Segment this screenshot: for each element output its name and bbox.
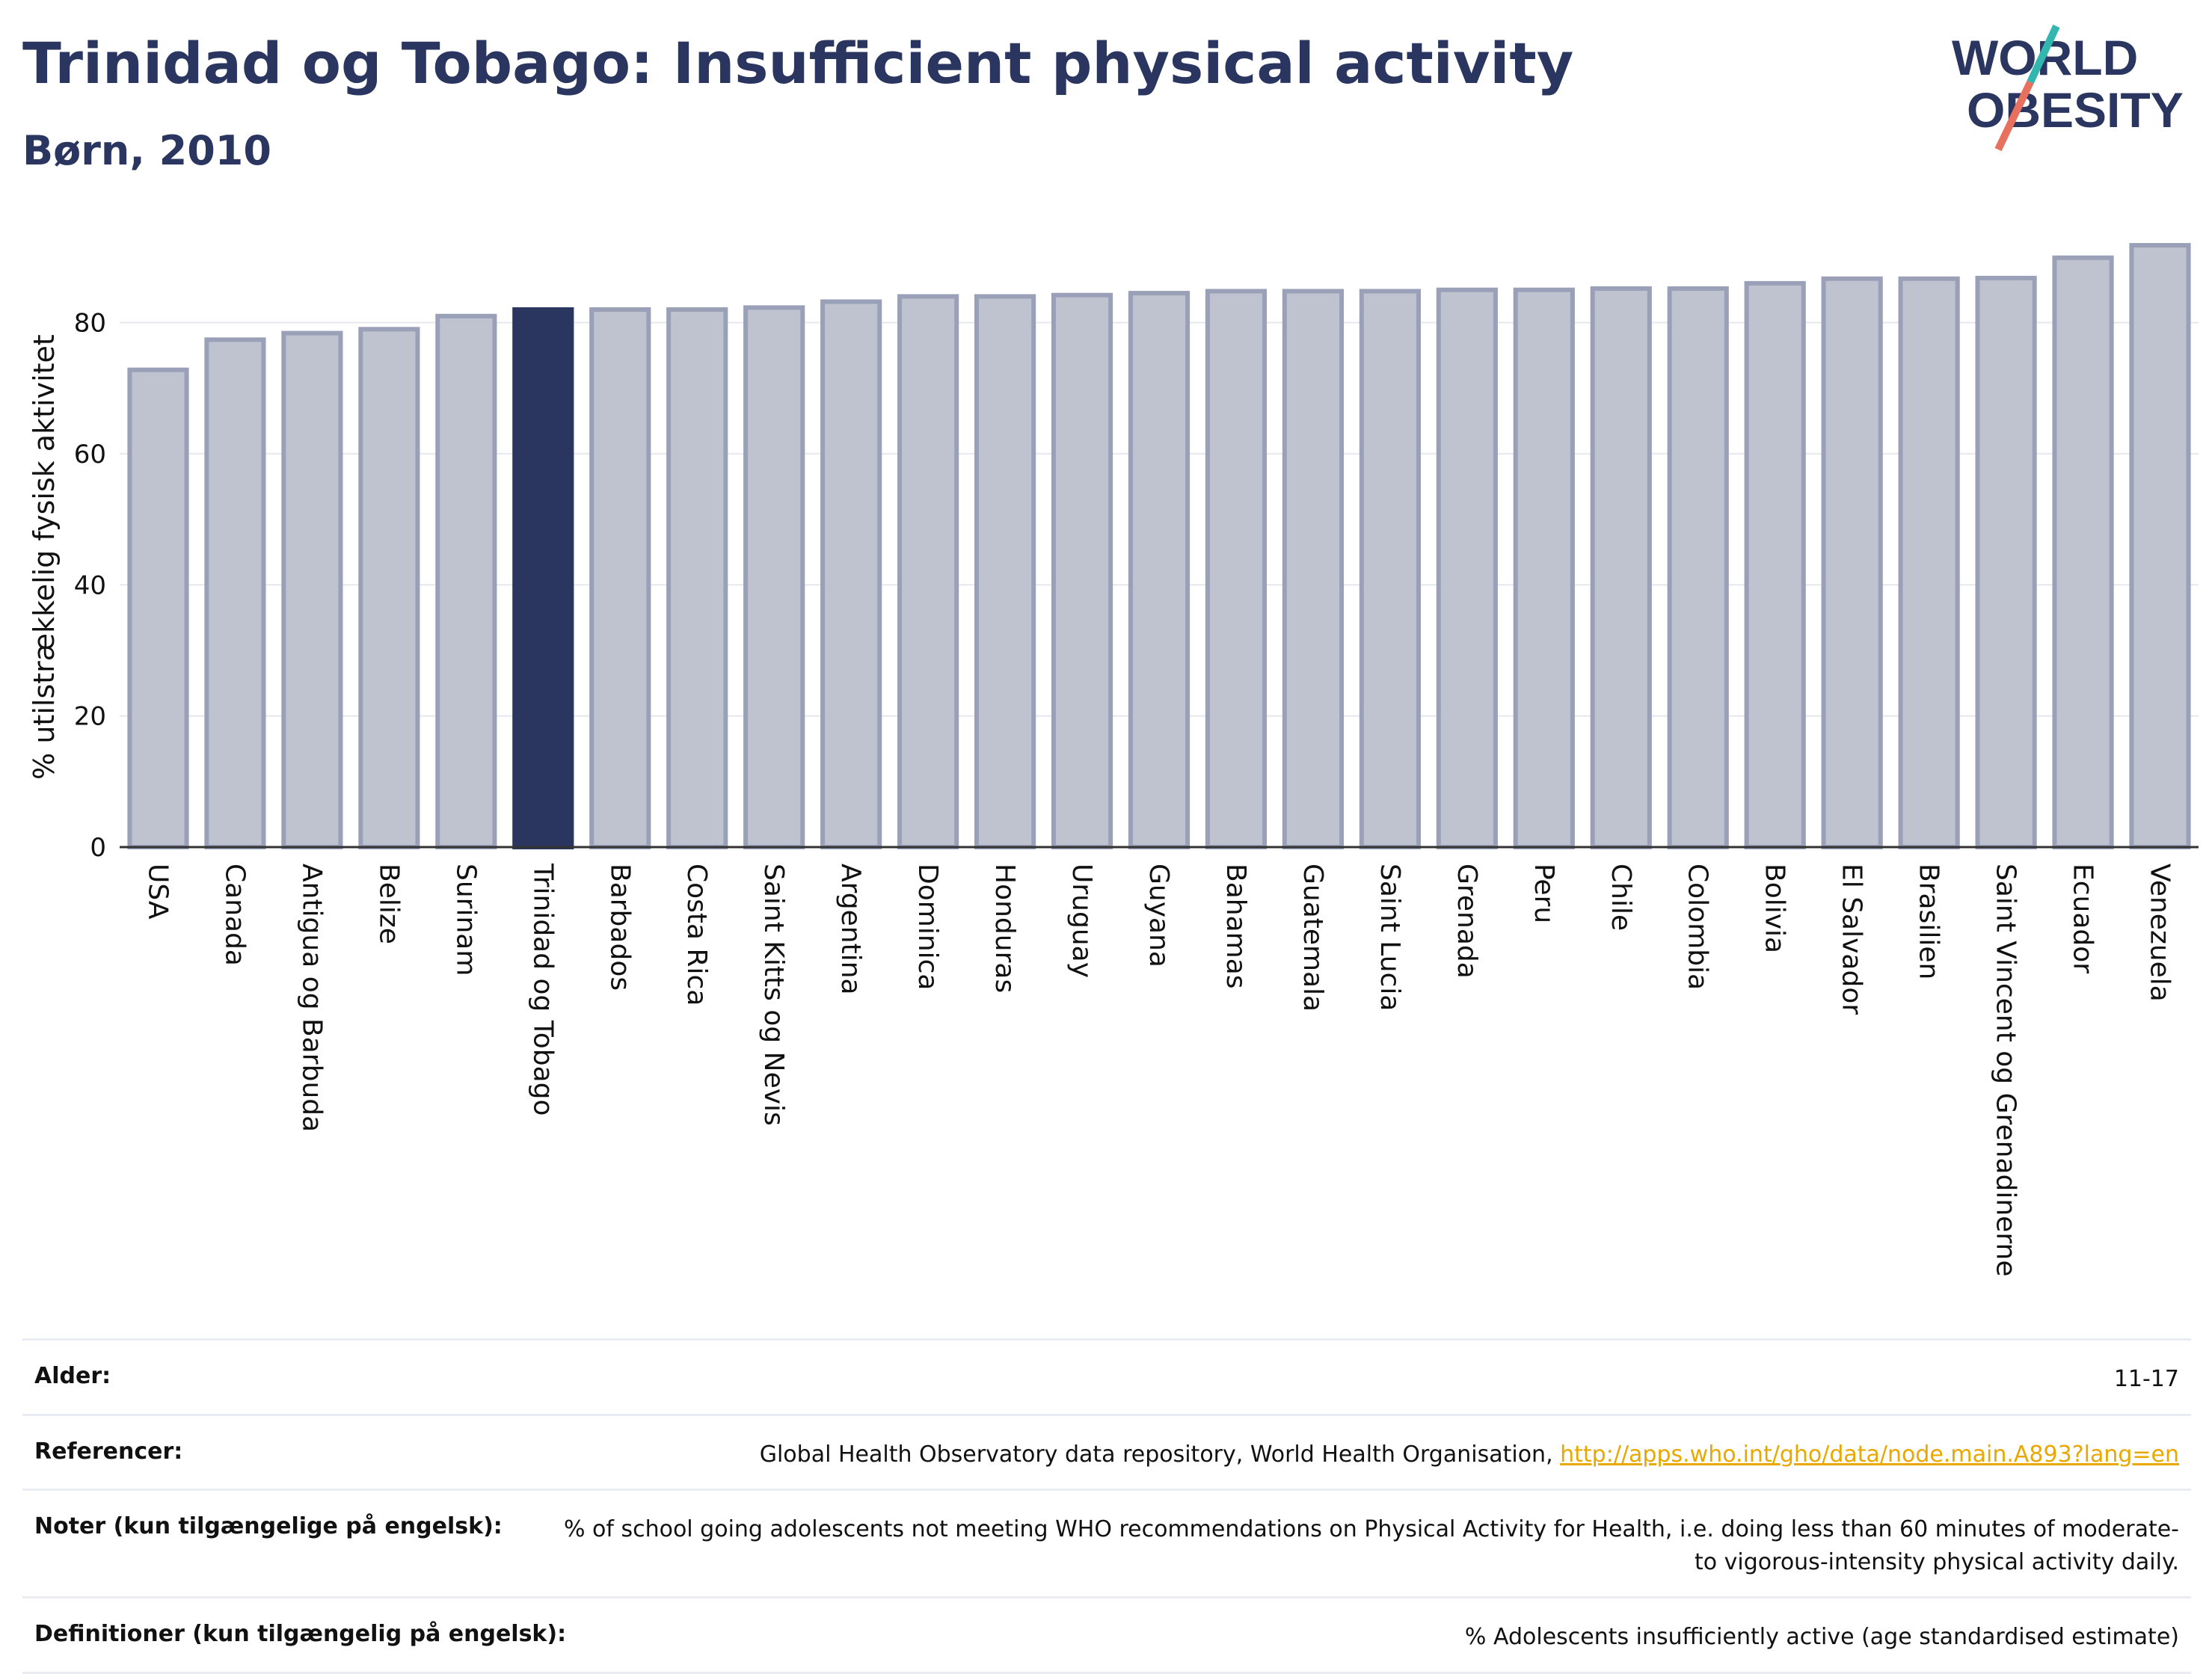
y-tick-label: 40: [74, 570, 106, 600]
x-tick-label: Surinam: [450, 864, 481, 976]
bar-guatemala: [1282, 289, 1345, 850]
bar-guyana: [1128, 291, 1191, 849]
info-row-references: Referencer: Global Health Observatory da…: [22, 1413, 2191, 1489]
definitions-label: Definitioner (kun tilgængelig på engelsk…: [34, 1621, 567, 1647]
bar-brasilien: [1898, 276, 1960, 849]
bar-antigua-og-barbuda: [281, 330, 343, 849]
bar-ecuador: [2052, 255, 2114, 849]
bar-venezuela: [2129, 243, 2191, 849]
age-label: Alder:: [34, 1363, 111, 1389]
bar-trinidad-og-tobago: [512, 307, 574, 849]
world-obesity-logo: WORLD OBESITY: [1952, 24, 2184, 152]
x-tick-label: Barbados: [604, 864, 635, 991]
notes-value: % of school going adolescents not meetin…: [563, 1516, 2179, 1575]
x-tick-label: Antigua og Barbuda: [296, 864, 327, 1132]
bar-saint-kitts-og-nevis: [743, 305, 805, 849]
x-tick-label: Uruguay: [1066, 864, 1097, 978]
info-row-age: Alder: 11-17: [22, 1338, 2191, 1414]
bar-grenada: [1436, 287, 1498, 849]
x-tick-label: Saint Vincent og Grenadinerne: [1991, 864, 2021, 1276]
y-tick-label: 20: [74, 702, 106, 732]
x-tick-label: Trinidad og Tobago: [527, 863, 558, 1116]
bar-saint-lucia: [1359, 289, 1421, 850]
bar-belize: [358, 327, 420, 849]
y-tick-label: 0: [90, 833, 106, 863]
references-text: Global Health Observatory data repositor…: [759, 1441, 1561, 1468]
x-tick-label: Grenada: [1451, 864, 1482, 979]
bar-usa: [127, 367, 189, 849]
bar-colombia: [1667, 286, 1729, 849]
bar-saint-vincent-og-grenadinerne: [1975, 275, 2037, 849]
bar-honduras: [974, 294, 1036, 849]
references-value: Global Health Observatory data repositor…: [242, 1438, 2179, 1471]
x-tick-label: Costa Rica: [681, 864, 712, 1006]
x-tick-label: USA: [142, 864, 173, 920]
bar-chart: 0 20 40 60 80 USA Canada Antigua og Barbuda Bel…: [28, 243, 2199, 1276]
x-tick-label: El Salvador: [1837, 864, 1867, 1015]
y-axis-label: % utilstrækkelig fysisk aktivitet: [28, 334, 61, 780]
x-tick-label: Bahamas: [1220, 864, 1251, 989]
bar-uruguay: [1051, 292, 1113, 849]
y-tick-label: 80: [74, 309, 106, 339]
axis-layer: 0 20 40 60 80: [74, 309, 2199, 863]
bar-el-salvador: [1821, 276, 1883, 849]
x-tick-label: Honduras: [989, 864, 1020, 993]
x-tick-label: Brasilien: [1914, 864, 1944, 979]
bar-barbados: [589, 307, 651, 849]
bar-chile: [1590, 286, 1652, 849]
logo-line-obesity: OBESITY: [1967, 82, 2184, 138]
logo-slash-bottom: [1994, 80, 2034, 152]
page-subtitle: Børn, 2010: [22, 127, 271, 174]
x-tick-label: Dominica: [912, 864, 943, 991]
references-link[interactable]: http://apps.who.int/gho/data/node.main.A…: [1560, 1441, 2179, 1468]
x-tick-label: Saint Kitts og Nevis: [758, 864, 789, 1126]
definitions-value: % Adolescents insufficiently active (age…: [1464, 1624, 2179, 1650]
bar-costa-rica: [666, 307, 728, 849]
x-tick-label: Chile: [1606, 864, 1636, 931]
info-row-notes: Noter (kun tilgængelige på engelsk): % o…: [22, 1489, 2191, 1596]
x-tick-label: Peru: [1529, 864, 1559, 923]
x-tick-label: Guyana: [1143, 864, 1174, 967]
references-label: Referencer:: [34, 1438, 183, 1465]
x-tick-label: Guatemala: [1297, 864, 1328, 1012]
bar-bahamas: [1205, 289, 1268, 850]
age-value: 11-17: [2113, 1366, 2179, 1392]
logo-slash-top: [2027, 24, 2060, 84]
x-tick-label: Saint Lucia: [1374, 864, 1405, 1011]
x-tick-label: Ecuador: [2068, 864, 2098, 973]
info-table: Alder: 11-17 Referencer: Global Health O…: [22, 1338, 2191, 1674]
y-tick-label: 60: [74, 440, 106, 470]
bar-surinam: [435, 313, 497, 850]
bar-canada: [204, 337, 266, 849]
x-tick-label: Bolivia: [1760, 864, 1790, 953]
label-layer: USA Canada Antigua og Barbuda Belize Surinam…: [142, 863, 2175, 1276]
bar-bolivia: [1744, 280, 1806, 850]
notes-label: Noter (kun tilgængelige på engelsk):: [34, 1513, 503, 1539]
info-row-definitions: Definitioner (kun tilgængelig på engelsk…: [22, 1596, 2191, 1674]
page-title: Trinidad og Tobago: Insufficient physica…: [22, 30, 1574, 96]
bar-argentina: [820, 299, 882, 850]
x-tick-label: Argentina: [835, 864, 866, 995]
bar-layer: [127, 243, 2191, 850]
x-tick-label: Colombia: [1683, 864, 1713, 990]
x-tick-label: Canada: [219, 864, 250, 966]
x-tick-label: Venezuela: [2145, 864, 2175, 1002]
x-tick-label: Belize: [373, 864, 404, 944]
bar-dominica: [897, 294, 959, 849]
bar-peru: [1513, 287, 1575, 849]
